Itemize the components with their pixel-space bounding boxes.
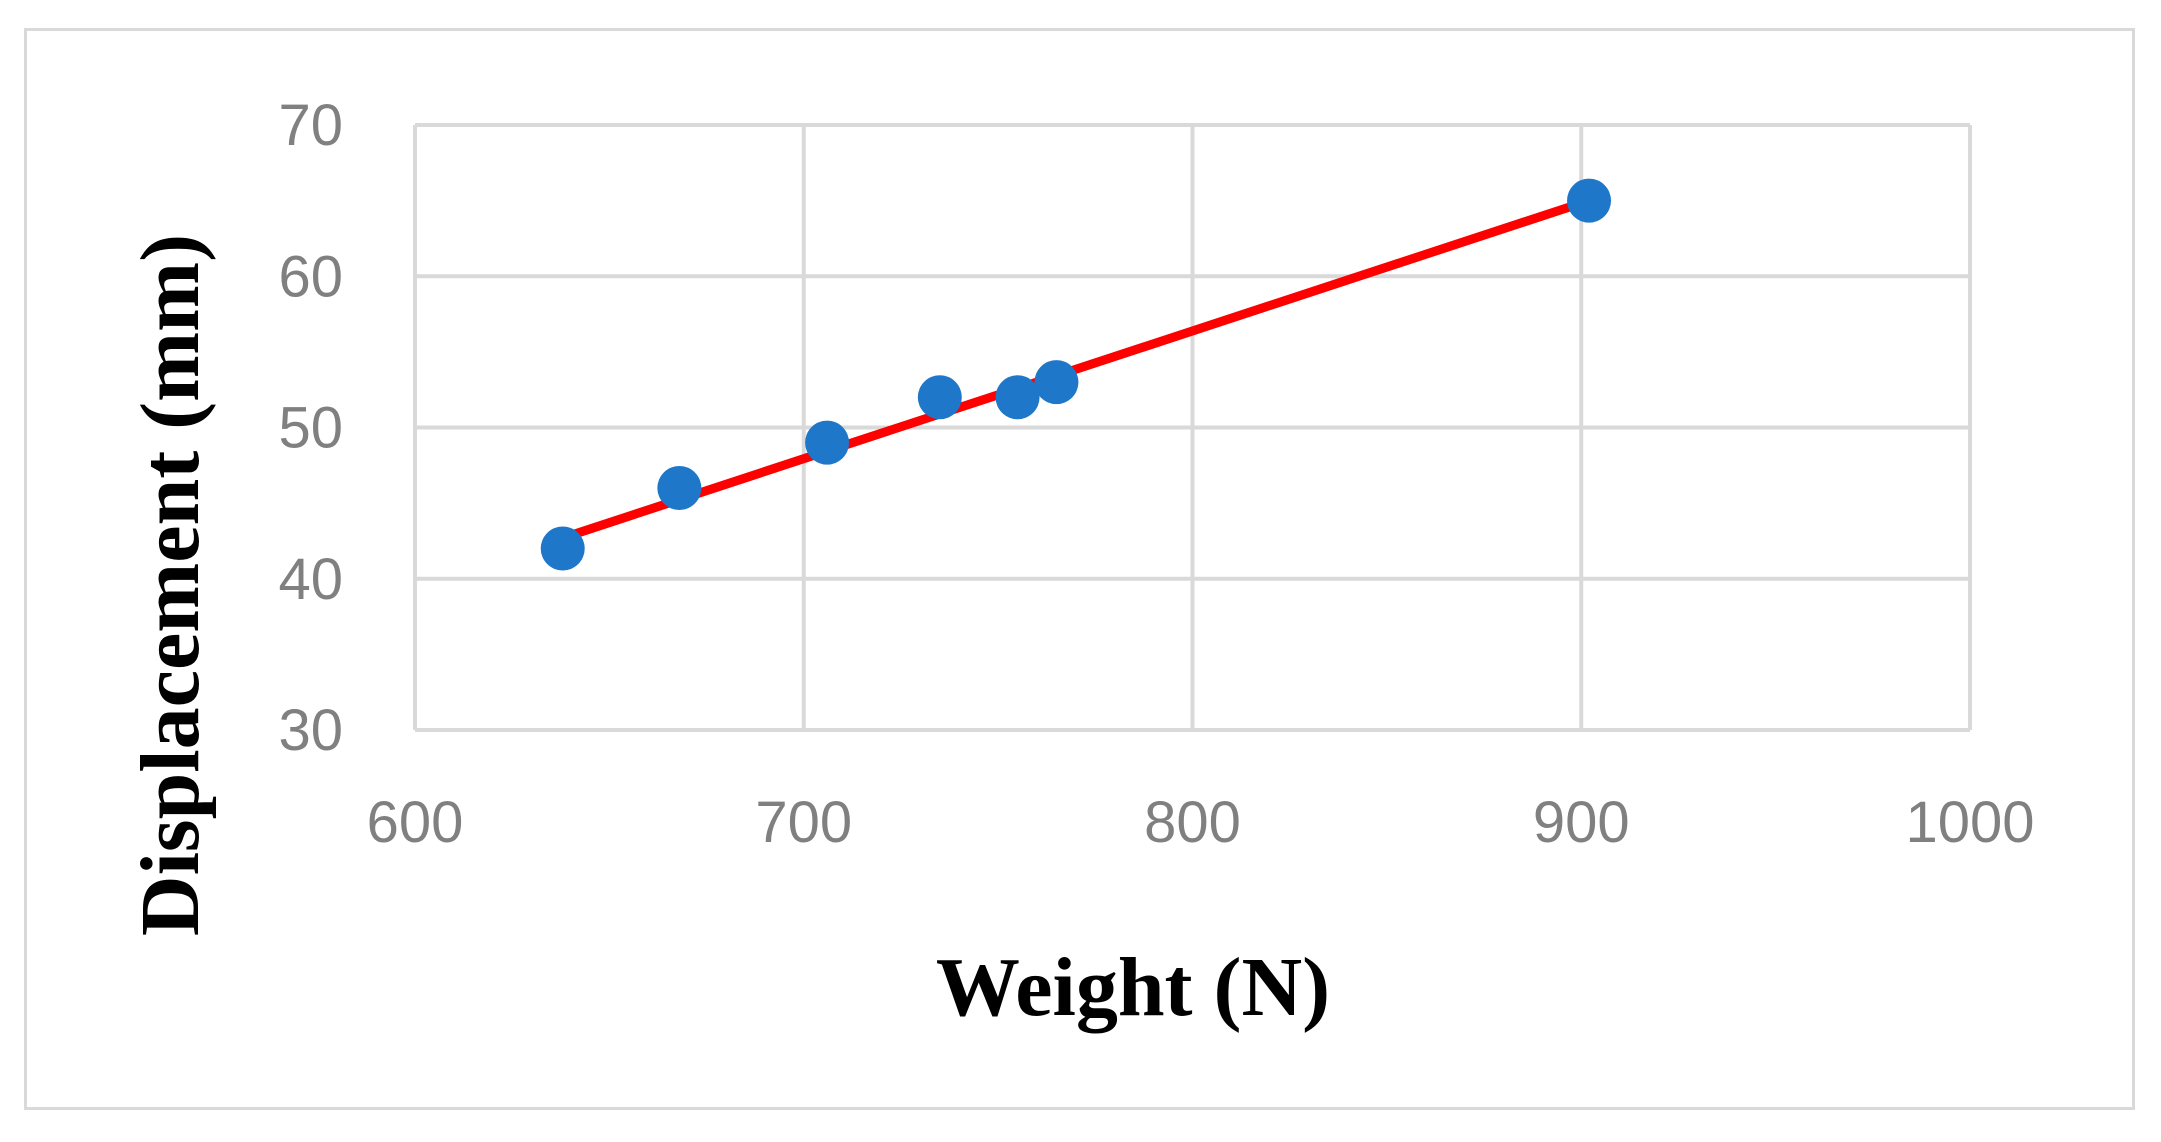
data-point-0-5 bbox=[1034, 360, 1079, 405]
y-tick-label-3: 60 bbox=[278, 244, 343, 309]
x-axis-title: Weight (N) bbox=[936, 941, 1330, 1034]
y-tick-label-2: 50 bbox=[278, 396, 343, 461]
data-point-0-2 bbox=[805, 420, 850, 465]
y-tick-label-1: 40 bbox=[278, 547, 343, 612]
x-tick-labels: 600 700 800 900 1000 bbox=[367, 790, 2035, 855]
data-point-0-6 bbox=[1567, 178, 1612, 223]
x-tick-label-1: 700 bbox=[755, 790, 852, 855]
data-point-0-0 bbox=[540, 526, 585, 571]
data-point-0-4 bbox=[995, 375, 1040, 420]
x-tick-label-4: 1000 bbox=[1905, 790, 2034, 855]
gridlines bbox=[413, 123, 1972, 732]
y-tick-label-4: 70 bbox=[278, 93, 343, 158]
trendline-group bbox=[558, 196, 1594, 543]
x-tick-label-2: 800 bbox=[1144, 790, 1241, 855]
trendline bbox=[558, 196, 1594, 543]
data-point-0-1 bbox=[657, 466, 702, 510]
chart-frame bbox=[24, 28, 2135, 1110]
x-tick-label-3: 900 bbox=[1533, 790, 1630, 855]
data-point-0-3 bbox=[917, 375, 962, 420]
y-tick-labels: 30 40 50 60 70 bbox=[278, 93, 343, 763]
y-axis-title: Displacement (mm) bbox=[124, 234, 217, 936]
data-points bbox=[540, 178, 1612, 571]
x-tick-label-0: 600 bbox=[367, 790, 464, 855]
y-tick-label-0: 30 bbox=[278, 698, 343, 763]
